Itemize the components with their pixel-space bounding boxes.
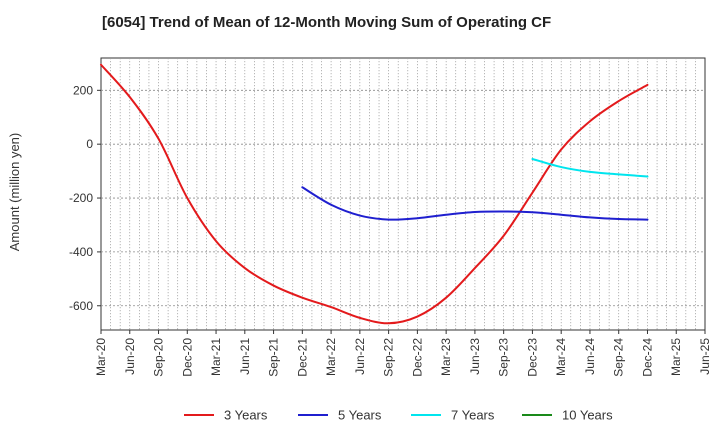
x-tick-label: Dec-23	[525, 338, 539, 377]
x-tick-label: Mar-23	[439, 338, 453, 376]
x-tick-label: Jun-24	[583, 338, 597, 375]
series-line-7-years	[531, 157, 649, 178]
legend-item-5-years[interactable]: 5 Years	[298, 408, 382, 423]
legend-label: 10 Years	[562, 408, 613, 423]
y-tick-label: -400	[69, 245, 93, 259]
plot-area	[100, 57, 706, 331]
series-line-3-years	[100, 63, 649, 325]
x-tick-label: Mar-20	[94, 338, 108, 376]
legend-label: 7 Years	[451, 408, 495, 423]
x-tick-label: Dec-21	[295, 338, 309, 377]
x-tick-label: Jun-22	[353, 338, 367, 375]
x-tick-label: Sep-20	[152, 338, 166, 377]
y-axis-label: Amount (million yen)	[7, 133, 22, 252]
x-tick-label: Jun-25	[698, 338, 712, 375]
x-tick-label: Mar-22	[324, 338, 338, 376]
series-line-5-years	[301, 186, 649, 221]
x-tick-label: Jun-21	[238, 338, 252, 375]
axes: 200 0 -200 -400 -600 Mar-20 Jun-20 Sep-20 Dec-20…	[69, 83, 712, 376]
x-tick-label: Jun-23	[468, 338, 482, 375]
x-tick-label: Dec-20	[180, 338, 194, 377]
x-tick-label: Sep-23	[497, 338, 511, 377]
legend-item-3-years[interactable]: 3 Years	[184, 408, 268, 423]
legend-item-10-years[interactable]: 10 Years	[522, 408, 613, 423]
legend-label: 3 Years	[224, 408, 268, 423]
y-tick-label: -600	[69, 299, 93, 313]
x-tick-label: Jun-20	[123, 338, 137, 375]
y-tick-label: -200	[69, 191, 93, 205]
x-tick-label: Sep-22	[382, 338, 396, 377]
legend[interactable]: 3 Years 5 Years 7 Years 10 Years	[184, 408, 613, 423]
x-tick-label: Dec-22	[410, 338, 424, 377]
x-tick-label: Mar-24	[554, 338, 568, 376]
y-tick-label: 0	[86, 137, 93, 151]
x-tick-label: Dec-24	[640, 338, 654, 377]
x-tick-label: Mar-25	[669, 338, 683, 376]
legend-item-7-years[interactable]: 7 Years	[411, 408, 495, 423]
x-tick-label: Sep-24	[612, 338, 626, 377]
series-lines	[100, 63, 649, 325]
legend-label: 5 Years	[338, 408, 382, 423]
grid-lines	[101, 58, 705, 330]
x-tick-label: Mar-21	[209, 338, 223, 376]
y-tick-label: 200	[73, 83, 93, 97]
chart-title: [6054] Trend of Mean of 12-Month Moving …	[102, 14, 552, 31]
x-tick-label: Sep-21	[267, 338, 281, 377]
